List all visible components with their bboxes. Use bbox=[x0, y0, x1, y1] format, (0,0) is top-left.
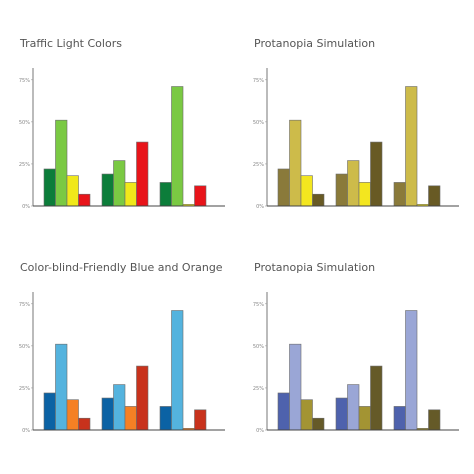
bar-chart: 0% 25% 50% 75% bbox=[253, 292, 459, 434]
bar bbox=[43, 392, 56, 431]
bar bbox=[55, 343, 68, 431]
bar bbox=[347, 384, 360, 431]
bar bbox=[358, 406, 371, 431]
bar bbox=[335, 173, 348, 207]
y-tick-label: 0% bbox=[256, 428, 264, 434]
bar bbox=[358, 182, 371, 207]
bar bbox=[113, 160, 126, 207]
bar-chart: 0% 25% 50% 75% bbox=[19, 68, 225, 210]
y-tick-label: 50% bbox=[19, 344, 30, 350]
chart-panel-protanopia-1: Protanopia Simulation 0% 25% 50% 75% bbox=[253, 37, 474, 237]
bar bbox=[159, 406, 172, 431]
bar bbox=[136, 365, 149, 431]
chart-title: Traffic Light Colors bbox=[20, 37, 122, 50]
y-tick-label: 50% bbox=[19, 120, 30, 126]
chart-title: Protanopia Simulation bbox=[254, 37, 376, 50]
y-tick-label: 50% bbox=[253, 120, 264, 126]
y-tick-label: 50% bbox=[253, 344, 264, 350]
y-tick-label: 0% bbox=[256, 204, 264, 210]
bar bbox=[101, 397, 114, 431]
y-tick-label: 25% bbox=[19, 386, 30, 392]
bar bbox=[277, 168, 290, 207]
bar bbox=[194, 409, 207, 431]
bar bbox=[405, 310, 418, 431]
y-tick-label: 0% bbox=[22, 428, 30, 434]
y-tick-label: 25% bbox=[253, 162, 264, 168]
bar bbox=[124, 406, 137, 431]
bar bbox=[370, 141, 383, 207]
bar bbox=[43, 168, 56, 207]
bar bbox=[159, 182, 172, 207]
chart-title: Color-blind-Friendly Blue and Orange bbox=[20, 261, 223, 274]
bar bbox=[66, 175, 79, 207]
bar bbox=[428, 409, 441, 431]
bar bbox=[124, 182, 137, 207]
bar bbox=[428, 185, 441, 207]
bar bbox=[405, 86, 418, 207]
y-tick-label: 75% bbox=[253, 78, 264, 84]
bar bbox=[101, 173, 114, 207]
bar bbox=[194, 185, 207, 207]
y-tick-label: 25% bbox=[253, 386, 264, 392]
bar bbox=[335, 397, 348, 431]
bar bbox=[171, 310, 184, 431]
y-tick-label: 0% bbox=[22, 204, 30, 210]
chart-panel-traffic-light: Traffic Light Colors 0% 25% 50% 75% bbox=[19, 37, 240, 237]
bar bbox=[78, 193, 91, 207]
chart-panel-protanopia-2: Protanopia Simulation 0% 25% 50% 75% bbox=[253, 261, 474, 461]
y-tick-label: 25% bbox=[19, 162, 30, 168]
bar-chart: 0% 25% 50% 75% bbox=[19, 292, 225, 434]
y-tick-label: 75% bbox=[19, 78, 30, 84]
bar bbox=[289, 343, 302, 431]
bar bbox=[171, 86, 184, 207]
y-tick-label: 75% bbox=[19, 302, 30, 308]
bar bbox=[66, 399, 79, 431]
y-tick-label: 75% bbox=[253, 302, 264, 308]
bar bbox=[393, 406, 406, 431]
bar bbox=[78, 417, 91, 431]
bar bbox=[347, 160, 360, 207]
bar bbox=[312, 417, 325, 431]
bar bbox=[300, 399, 313, 431]
bar bbox=[277, 392, 290, 431]
bar-chart: 0% 25% 50% 75% bbox=[253, 68, 459, 210]
bar bbox=[370, 365, 383, 431]
bar bbox=[393, 182, 406, 207]
bar bbox=[300, 175, 313, 207]
bar bbox=[289, 119, 302, 207]
chart-panel-blue-orange: Color-blind-Friendly Blue and Orange 0% 2… bbox=[19, 261, 240, 461]
bar bbox=[136, 141, 149, 207]
bar bbox=[312, 193, 325, 207]
chart-title: Protanopia Simulation bbox=[254, 261, 376, 274]
bar bbox=[55, 119, 68, 207]
bar bbox=[113, 384, 126, 431]
